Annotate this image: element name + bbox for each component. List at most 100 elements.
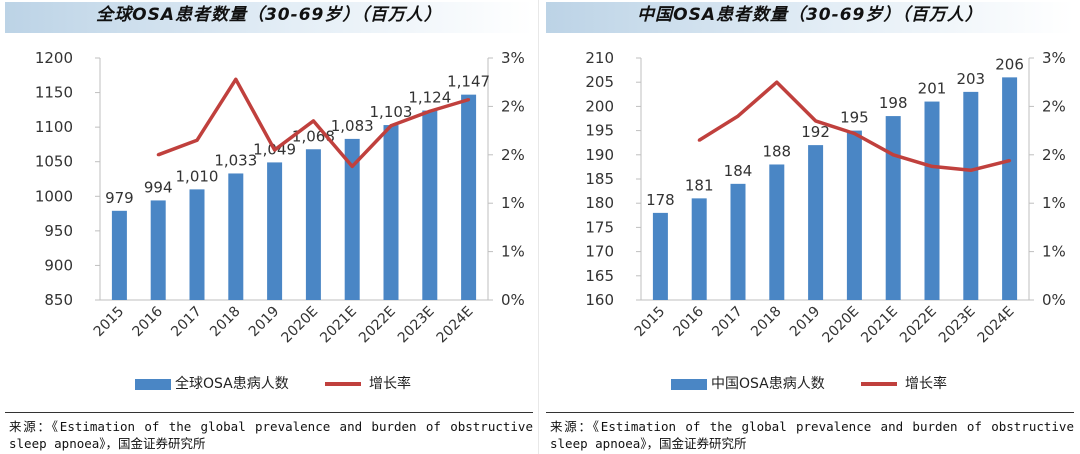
bar-value-label: 188 (762, 142, 791, 160)
x-tick-label: 2019 (246, 304, 283, 341)
y-left-tick-label: 180 (585, 194, 614, 212)
global-osa-chart: 850 900 950 1000 1050 1100 1150 1200 0% 1% 1% 2% 2% 3… (35, 49, 525, 347)
x-tick-label: 2022E (356, 304, 399, 347)
x-tick-label: 2021E (317, 304, 360, 347)
bar-value-label: 1,147 (447, 73, 490, 91)
x-tick-label: 2015 (632, 304, 669, 341)
y-left-tick-label: 170 (585, 243, 614, 261)
legend-bar-item: 中国OSA患病人数 (671, 372, 825, 396)
growth-rate-point (891, 153, 895, 157)
x-tick-label: 2015 (91, 304, 128, 341)
chart-title: 全球OSA患者数量（30-69岁）（百万人） (96, 5, 442, 25)
legend-line-item: 增长率 (325, 372, 411, 396)
y-right-tick-label: 0% (501, 291, 525, 309)
y-left-tick-label: 210 (585, 49, 614, 67)
source-rule (546, 412, 1074, 413)
growth-rate-point (156, 153, 160, 157)
y-right-tick-label: 0% (1042, 291, 1066, 309)
bar (189, 189, 205, 300)
growth-rate-point (428, 109, 432, 113)
x-tick-label: 2022E (897, 304, 940, 347)
x-tick-label: 2020E (278, 304, 321, 347)
y-right-tick-label: 1% (1042, 243, 1066, 261)
bar-value-label: 198 (879, 94, 908, 112)
y-left-tick-label: 175 (585, 218, 614, 236)
y-left-tick-label: 195 (585, 122, 614, 140)
y-left-tick-label: 1050 (35, 153, 73, 171)
y-right-tick-label: 1% (1042, 194, 1066, 212)
bar (344, 138, 360, 300)
bar (111, 210, 127, 300)
y-left-tick-label: 1150 (35, 84, 73, 102)
x-tick-label: 2017 (168, 304, 205, 341)
bar-value-label: 1,083 (331, 117, 374, 135)
bar-value-label: 203 (956, 70, 985, 88)
legend-bar-swatch (671, 378, 707, 390)
bar (691, 198, 707, 300)
y-left-tick-label: 205 (585, 73, 614, 91)
legend-line-label: 增长率 (369, 376, 411, 392)
growth-rate-point (273, 148, 277, 152)
legend-line-label: 增长率 (905, 376, 947, 392)
y-left-tick-label: 190 (585, 146, 614, 164)
bar-value-label: 201 (918, 80, 947, 98)
chart-title-bar (546, 2, 1074, 33)
x-tick-label: 2016 (130, 303, 167, 340)
x-tick-label: 2020E (819, 304, 862, 347)
panel-divider (538, 0, 539, 454)
x-tick-label: 2024E (434, 304, 477, 347)
bar-value-label: 184 (724, 162, 753, 180)
bar-value-label: 994 (144, 178, 173, 196)
bar-value-label: 195 (840, 109, 869, 127)
legend-line-swatch (325, 382, 361, 386)
y-right-tick-label: 1% (501, 243, 525, 261)
bar-value-label: 192 (801, 123, 830, 141)
bar-value-label: 206 (995, 55, 1024, 73)
bar-value-label: 178 (646, 191, 675, 209)
growth-rate-point (814, 119, 818, 123)
growth-rate-point (697, 138, 701, 142)
y-right-tick-label: 2% (1042, 97, 1066, 115)
source-rule (5, 412, 533, 413)
growth-rate-point (969, 168, 973, 172)
bar (846, 130, 862, 300)
x-tick-label: 2024E (975, 304, 1018, 347)
legend-bar-label: 全球OSA患病人数 (175, 376, 289, 392)
chart-legend: 全球OSA患病人数 增长率 (5, 372, 533, 396)
y-left-tick-label: 160 (585, 291, 614, 309)
china-osa-chart: 160 165 170 175 180 185 190 195 200 205 210 0% 1% 1% 2… (585, 49, 1066, 347)
y-left-tick-label: 1200 (35, 49, 73, 67)
chart-legend: 中国OSA患病人数 增长率 (546, 372, 1074, 396)
y-right-tick-label: 3% (501, 49, 525, 67)
bar (383, 125, 399, 300)
x-tick-label: 2023E (395, 304, 438, 347)
bar (267, 162, 283, 300)
bar (1002, 77, 1018, 300)
y-right-tick-label: 2% (501, 146, 525, 164)
growth-rate-point (234, 77, 238, 81)
bar-value-label: 181 (685, 176, 714, 194)
bar (808, 145, 824, 300)
bar (422, 110, 438, 300)
x-tick-label: 2016 (671, 303, 708, 340)
y-left-tick-label: 1000 (35, 187, 73, 205)
legend-bar-label: 中国OSA患病人数 (711, 376, 825, 392)
legend-line-item: 增长率 (861, 372, 947, 396)
chart-title: 中国OSA患者数量（30-69岁）（百万人） (637, 5, 983, 25)
bar (461, 94, 477, 300)
x-tick-label: 2023E (936, 304, 979, 347)
source-note: 来源：《Estimation of the global prevalence … (9, 419, 533, 451)
growth-rate-point (1008, 159, 1012, 163)
bar-value-label: 1,033 (214, 151, 257, 169)
chart-title-bar (5, 2, 533, 33)
bar (150, 200, 166, 300)
x-tick-label: 2018 (748, 304, 785, 341)
bar (228, 173, 244, 300)
source-note: 来源：《Estimation of the global prevalence … (550, 419, 1074, 451)
bar-value-label: 1,103 (370, 103, 413, 121)
china-osa-chart-panel: 中国OSA患者数量（30-69岁）（百万人） 160 165 170 175 180 18… (546, 0, 1080, 454)
legend-bar-swatch (135, 378, 171, 390)
bar (730, 183, 746, 300)
growth-rate-point (195, 138, 199, 142)
y-right-tick-label: 3% (1042, 49, 1066, 67)
